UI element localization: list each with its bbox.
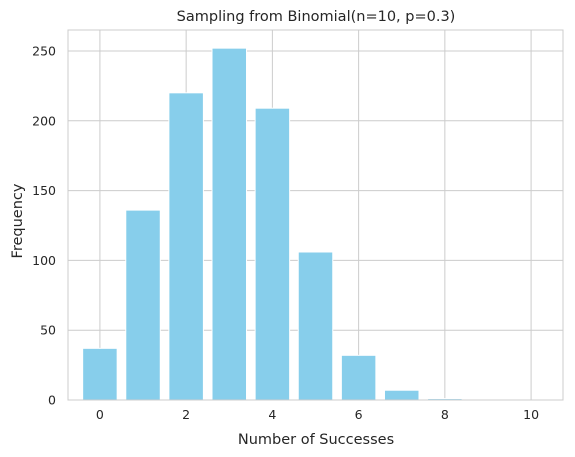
bar bbox=[82, 347, 118, 401]
y-axis-label: Frequency bbox=[10, 183, 26, 258]
bar bbox=[254, 107, 291, 401]
y-tick-label: 0 bbox=[48, 393, 56, 408]
bar bbox=[125, 209, 161, 401]
bar bbox=[340, 354, 377, 401]
x-tick-label: 10 bbox=[523, 407, 539, 422]
x-tick-label: 0 bbox=[96, 407, 104, 422]
bar bbox=[383, 389, 420, 401]
y-tick-label: 200 bbox=[32, 113, 56, 128]
x-axis-label: Number of Successes bbox=[238, 432, 394, 448]
bar bbox=[211, 47, 248, 401]
plot-frame bbox=[67, 29, 564, 401]
x-tick-label: 8 bbox=[441, 407, 449, 422]
x-tick-label: 4 bbox=[268, 407, 276, 422]
y-tick-labels: 0 50 100 150 200 250 bbox=[32, 43, 56, 407]
bar bbox=[168, 92, 204, 401]
bars bbox=[82, 47, 463, 401]
bar bbox=[297, 251, 334, 401]
y-tick-label: 250 bbox=[32, 43, 56, 58]
x-tick-labels: 0 2 4 6 8 10 bbox=[96, 407, 539, 422]
y-tick-label: 50 bbox=[40, 323, 56, 338]
x-tick-label: 2 bbox=[182, 407, 190, 422]
y-tick-label: 150 bbox=[32, 183, 56, 198]
y-tick-label: 100 bbox=[32, 253, 56, 268]
x-tick-label: 6 bbox=[355, 407, 363, 422]
chart-title: Sampling from Binomial(n=10, p=0.3) bbox=[177, 9, 456, 25]
